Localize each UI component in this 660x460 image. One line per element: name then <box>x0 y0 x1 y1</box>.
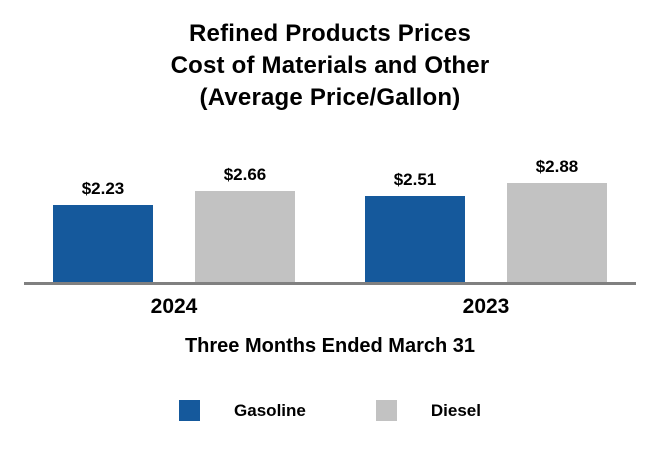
chart-title-line-1: Refined Products Prices <box>188 20 472 47</box>
legend-item-gasoline: Gasoline <box>179 400 306 421</box>
x-axis-line <box>24 282 636 285</box>
x-axis-title: Three Months Ended March 31 <box>184 335 476 357</box>
bar-diesel-2024 <box>195 191 295 282</box>
bar-gasoline-2024 <box>53 205 153 282</box>
category-label-2023: 2023 <box>462 295 510 318</box>
legend-item-diesel: Diesel <box>375 400 481 421</box>
bar-value-label-diesel-2024: $2.66 <box>223 165 267 184</box>
bar-wrap-diesel-2023: $2.88 <box>507 157 607 282</box>
bar-wrap-gasoline-2024: $2.23 <box>53 179 153 282</box>
chart-title: Refined Products Prices Cost of Material… <box>0 0 660 114</box>
chart-title-line-2: Cost of Materials and Other <box>170 52 490 79</box>
legend-swatch-diesel-icon <box>375 400 397 421</box>
bar-group-2023: $2.51 $2.88 <box>365 157 607 282</box>
legend-swatch-gasoline-icon <box>179 400 201 421</box>
category-axis: 2024 2023 <box>0 295 660 319</box>
legend-label-diesel: Diesel <box>430 400 481 420</box>
bar-diesel-2023 <box>507 183 607 282</box>
bar-value-label-gasoline-2023: $2.51 <box>393 170 437 189</box>
bar-wrap-diesel-2024: $2.66 <box>195 165 295 282</box>
chart-title-line-3: (Average Price/Gallon) <box>199 84 461 111</box>
bar-value-label-gasoline-2024: $2.23 <box>81 179 125 198</box>
bar-value-label-diesel-2023: $2.88 <box>535 157 579 176</box>
plot-area: $2.23 $2.66 $2.51 $2.88 <box>0 124 660 282</box>
bar-gasoline-2023 <box>365 196 465 282</box>
category-label-2024: 2024 <box>150 295 198 318</box>
bar-group-2024: $2.23 $2.66 <box>53 165 295 282</box>
bar-wrap-gasoline-2023: $2.51 <box>365 170 465 282</box>
legend-label-gasoline: Gasoline <box>234 400 306 420</box>
chart-legend: Gasoline Diesel <box>0 400 660 421</box>
